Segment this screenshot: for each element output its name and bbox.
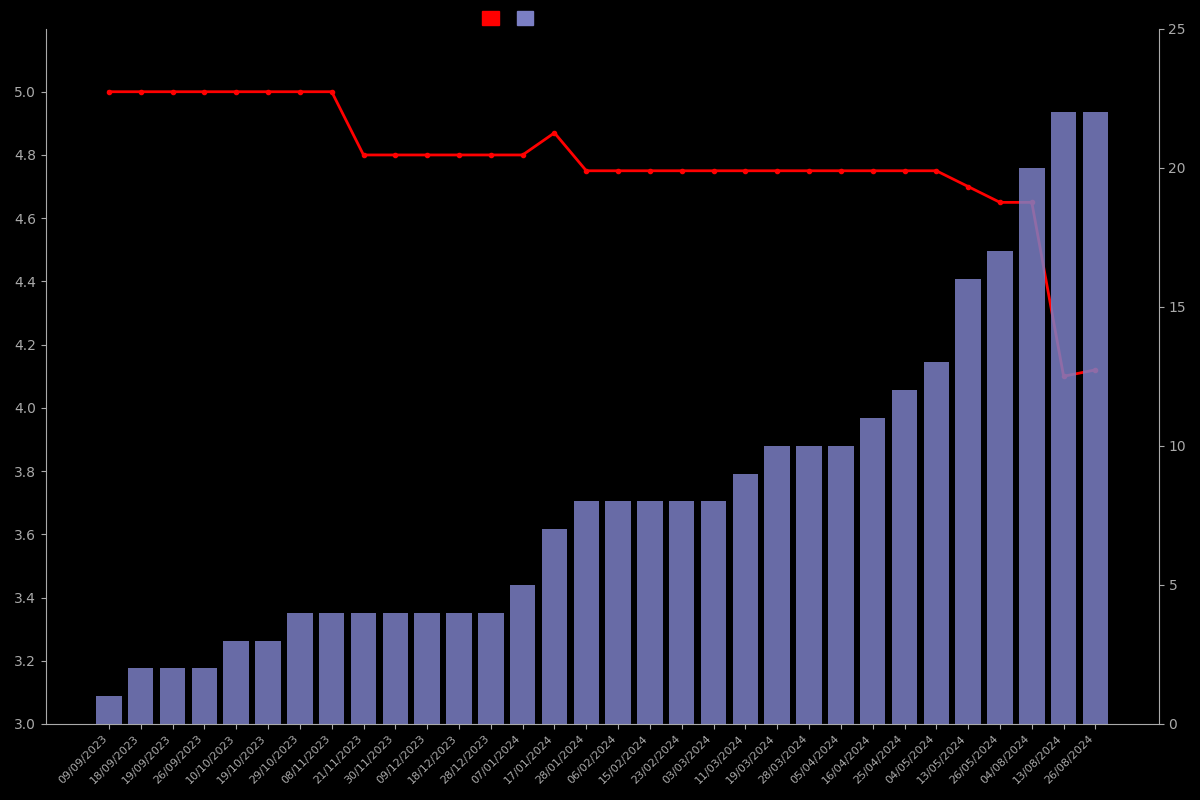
Bar xyxy=(1019,167,1044,724)
Bar xyxy=(605,502,631,724)
Bar xyxy=(701,502,726,724)
Bar xyxy=(160,668,185,724)
Bar xyxy=(670,502,695,724)
Bar xyxy=(510,585,535,724)
Bar xyxy=(287,613,313,724)
Bar xyxy=(797,446,822,724)
Bar xyxy=(860,418,886,724)
Bar xyxy=(319,613,344,724)
Bar xyxy=(478,613,504,724)
Bar xyxy=(637,502,662,724)
Bar xyxy=(892,390,917,724)
Legend: , : , xyxy=(482,11,545,26)
Bar xyxy=(223,641,248,724)
Bar xyxy=(955,279,980,724)
Bar xyxy=(828,446,853,724)
Bar xyxy=(541,530,568,724)
Bar xyxy=(446,613,472,724)
Bar xyxy=(350,613,377,724)
Bar xyxy=(1082,112,1108,724)
Bar xyxy=(383,613,408,724)
Bar xyxy=(414,613,440,724)
Bar xyxy=(574,502,599,724)
Bar xyxy=(96,696,121,724)
Bar xyxy=(764,446,790,724)
Bar xyxy=(256,641,281,724)
Bar xyxy=(924,362,949,724)
Bar xyxy=(128,668,154,724)
Bar xyxy=(988,251,1013,724)
Bar xyxy=(192,668,217,724)
Bar xyxy=(1051,112,1076,724)
Bar xyxy=(733,474,758,724)
